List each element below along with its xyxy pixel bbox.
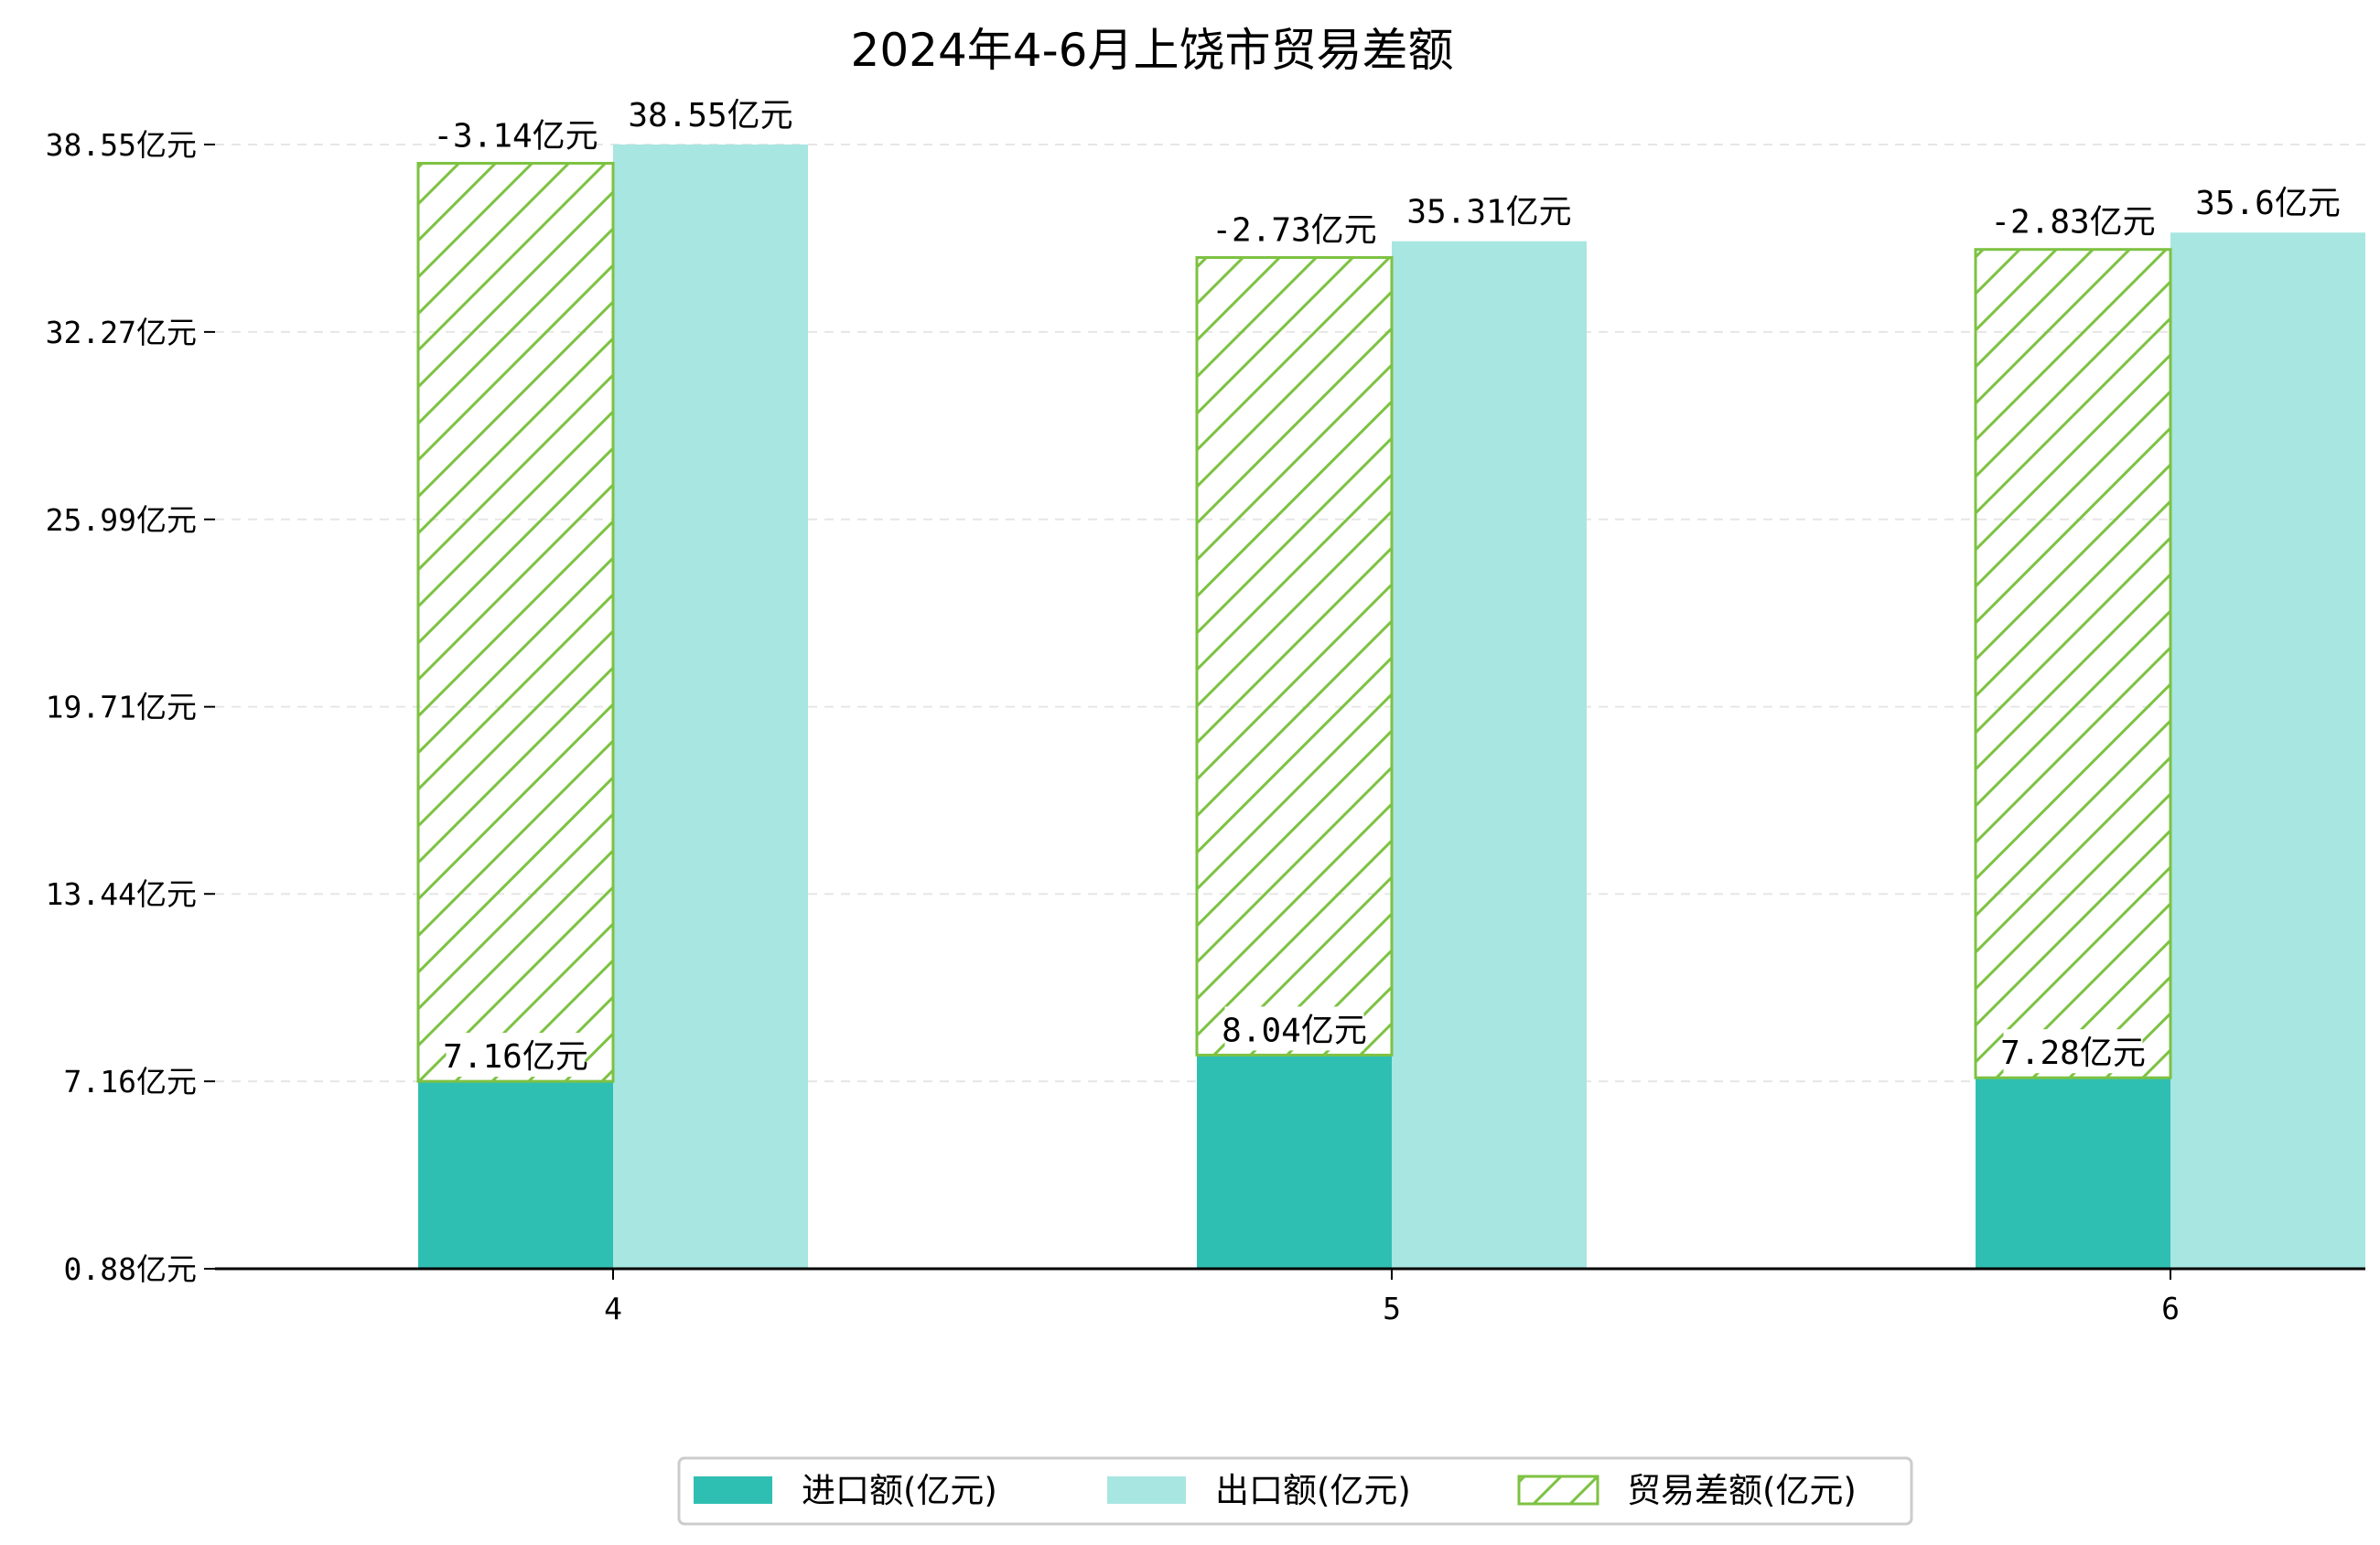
balance-value-label: -3.14亿元 — [433, 117, 598, 155]
export-bar — [613, 145, 808, 1269]
export-value-label: 35.6亿元 — [2195, 185, 2341, 222]
legend-swatch — [1517, 1475, 1599, 1506]
legend-label: 进口额(亿元) — [802, 1471, 997, 1510]
export-bar — [1392, 241, 1587, 1269]
import-bar — [1976, 1078, 2170, 1269]
y-tick-label: 7.16亿元 — [64, 1064, 197, 1100]
y-tick-label: 19.71亿元 — [46, 690, 197, 725]
import-bar — [418, 1081, 613, 1269]
y-tick-label: 25.99亿元 — [46, 502, 197, 538]
export-bar — [2170, 232, 2365, 1270]
import-value-label: 7.16亿元 — [443, 1038, 588, 1076]
legend-box — [677, 1456, 1913, 1526]
balance-value-label-bg — [436, 112, 596, 156]
export-value-label: 35.31亿元 — [1406, 194, 1571, 231]
balance-value-label-bg — [1993, 198, 2153, 242]
balance-value-label-bg — [1214, 206, 1374, 251]
y-tick-label: 32.27亿元 — [46, 315, 197, 350]
y-tick-label: 13.44亿元 — [46, 876, 197, 912]
x-tick-label: 4 — [604, 1291, 622, 1326]
x-tick-label: 5 — [1383, 1291, 1401, 1326]
legend: 进口额(亿元) 出口额(亿元) 贸易差额(亿元) — [677, 1456, 1913, 1526]
balance-value-label: -2.83亿元 — [1990, 204, 2155, 241]
import-value-label: 7.28亿元 — [2000, 1035, 2146, 1072]
import-value-label-bg — [1224, 1006, 1364, 1051]
balance-bar — [416, 161, 615, 1083]
import-value-label: 8.04亿元 — [1222, 1012, 1367, 1049]
bars — [416, 145, 2365, 1270]
axes: 0.88亿元 7.16亿元 13.44亿元 19.71亿元 25.99亿元 32.27亿元… — [46, 127, 2365, 1326]
x-tick-label: 6 — [2161, 1291, 2180, 1326]
export-value-label-bg — [1409, 188, 1569, 232]
export-value-label-bg — [630, 91, 791, 135]
balance-bar — [1974, 248, 2172, 1079]
balance-bar — [1195, 256, 1394, 1057]
import-bar — [1197, 1055, 1392, 1269]
export-value-label: 38.55亿元 — [628, 97, 792, 134]
legend-label: 出口额(亿元) — [1215, 1471, 1411, 1510]
y-tick-label: 0.88亿元 — [64, 1251, 197, 1287]
chart-title: 2024年4-6月上饶市贸易差额 — [851, 24, 1454, 77]
legend-swatch — [1107, 1476, 1186, 1504]
import-value-label-bg — [2003, 1029, 2143, 1074]
export-value-label-bg — [2198, 179, 2338, 224]
balance-value-label: -2.73亿元 — [1212, 212, 1376, 250]
legend-label: 贸易差额(亿元) — [1627, 1471, 1857, 1510]
legend-swatch — [694, 1476, 772, 1504]
y-tick-label: 38.55亿元 — [46, 127, 197, 163]
import-value-label-bg — [446, 1033, 586, 1078]
data-labels: 7.16亿元 38.55亿元 -3.14亿元 8.04亿元 35.31亿元 -2.73亿元… — [433, 91, 2341, 1078]
